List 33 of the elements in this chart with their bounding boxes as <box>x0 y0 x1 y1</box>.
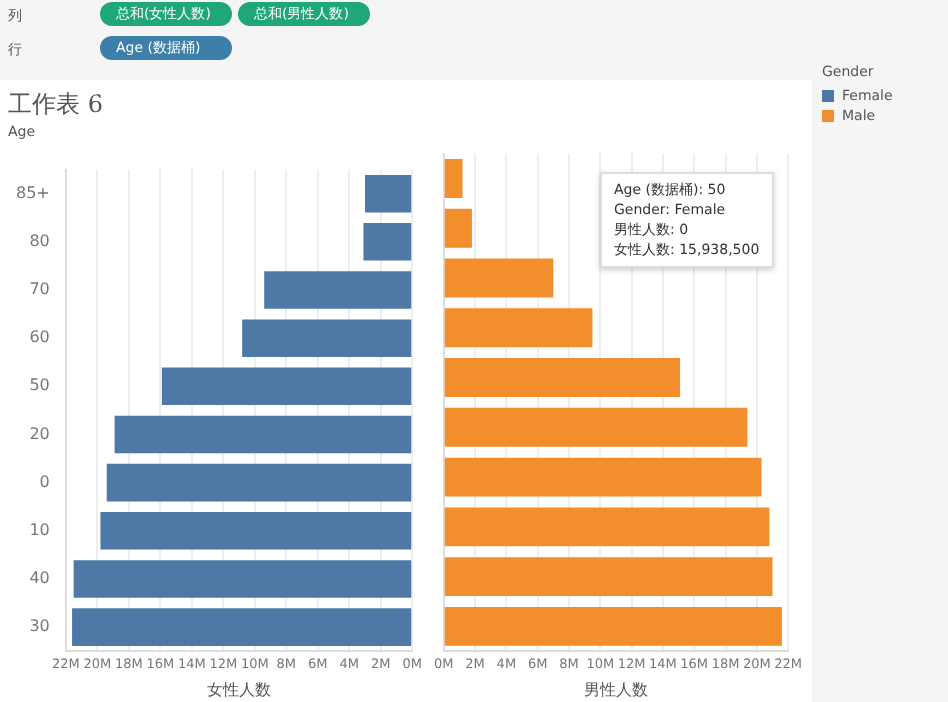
chart-title: 工作表 6 <box>8 88 103 122</box>
bar <box>100 512 412 550</box>
x-axis-title: 女性人数 <box>207 680 272 699</box>
bar <box>444 507 770 547</box>
y-tick-label: 10 <box>29 520 50 539</box>
bar <box>444 358 681 397</box>
bar <box>242 319 412 357</box>
y-tick-label: 80 <box>29 232 50 250</box>
bar <box>444 308 593 348</box>
y-tick-label: 20 <box>29 424 50 443</box>
bar <box>365 174 412 213</box>
bar <box>444 208 472 248</box>
bar <box>444 159 463 198</box>
bar <box>444 457 762 497</box>
bar <box>106 463 412 502</box>
bar <box>73 560 412 598</box>
x-axis-title: 男性人数 <box>583 680 648 699</box>
y-tick-label: 30 <box>29 617 50 636</box>
y-tick-label: 60 <box>29 328 50 347</box>
bar <box>444 258 554 298</box>
bar <box>363 223 412 261</box>
y-tick-label: 70 <box>29 280 50 299</box>
bar <box>161 367 412 406</box>
y-tick-label: 85+ <box>15 183 50 202</box>
bar <box>444 407 748 447</box>
y-tick-label: 40 <box>29 569 50 588</box>
y-tick-label: 0 <box>39 472 50 491</box>
bar <box>444 557 773 596</box>
bar <box>264 271 412 309</box>
bar <box>114 415 412 454</box>
y-tick-label: 50 <box>29 376 50 395</box>
bar <box>72 608 412 646</box>
bar <box>444 606 782 646</box>
